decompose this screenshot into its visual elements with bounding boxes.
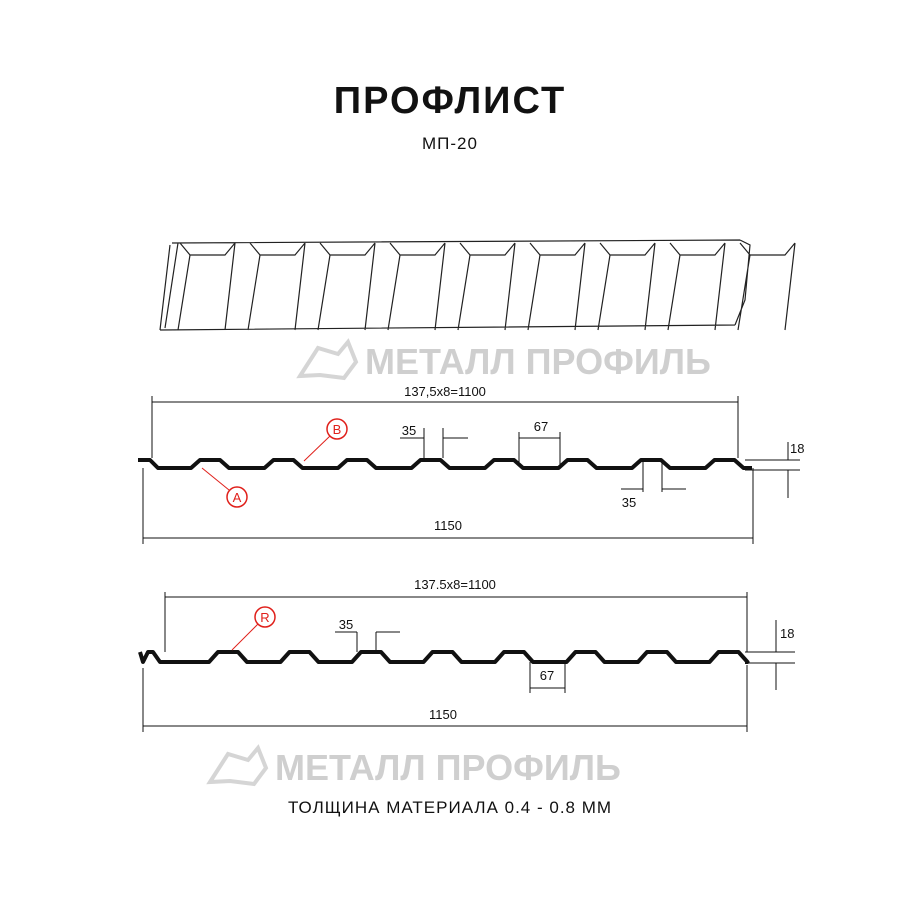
material-thickness-note: ТОЛЩИНА МАТЕРИАЛА 0.4 - 0.8 ММ	[287, 798, 613, 817]
sheet-3d-view	[159, 239, 796, 331]
watermark-text: МЕТАЛЛ ПРОФИЛЬ	[365, 341, 711, 382]
page-title: ПРОФЛИСТ	[333, 80, 567, 122]
width-label: 1150	[434, 518, 462, 533]
profile-a: 137,5x8=1100 1150 35 67 35 18 A B	[138, 384, 804, 544]
svg-text:A: A	[233, 490, 242, 505]
pitch-label: 137,5x8=1100	[404, 384, 486, 399]
watermark-1: МЕТАЛЛ ПРОФИЛЬ	[296, 338, 711, 382]
profile-b: 137.5x8=1100 1150 35 67 18 R	[138, 577, 795, 732]
crest-label-2: 35	[622, 495, 636, 510]
pitch-label: 137.5x8=1100	[414, 577, 496, 592]
marker-b: B	[303, 418, 348, 462]
marker-r: R	[231, 606, 276, 651]
page-subtitle: МП-20	[422, 134, 478, 153]
profile-a-shape	[138, 458, 752, 470]
sheet-outline	[159, 239, 796, 331]
watermark-2: МЕТАЛЛ ПРОФИЛЬ	[206, 744, 621, 788]
height-label: 18	[780, 626, 794, 641]
watermark-text: МЕТАЛЛ ПРОФИЛЬ	[275, 747, 621, 788]
svg-text:B: B	[333, 422, 342, 437]
svg-text:R: R	[260, 610, 269, 625]
width-label: 1150	[429, 707, 457, 722]
height-label: 18	[790, 441, 804, 456]
trough-label: 67	[534, 419, 548, 434]
marker-a: A	[201, 467, 248, 508]
trough-label: 67	[540, 668, 554, 683]
crest-label: 35	[339, 617, 353, 632]
profile-b-shape	[138, 650, 750, 664]
crest-label: 35	[402, 423, 416, 438]
